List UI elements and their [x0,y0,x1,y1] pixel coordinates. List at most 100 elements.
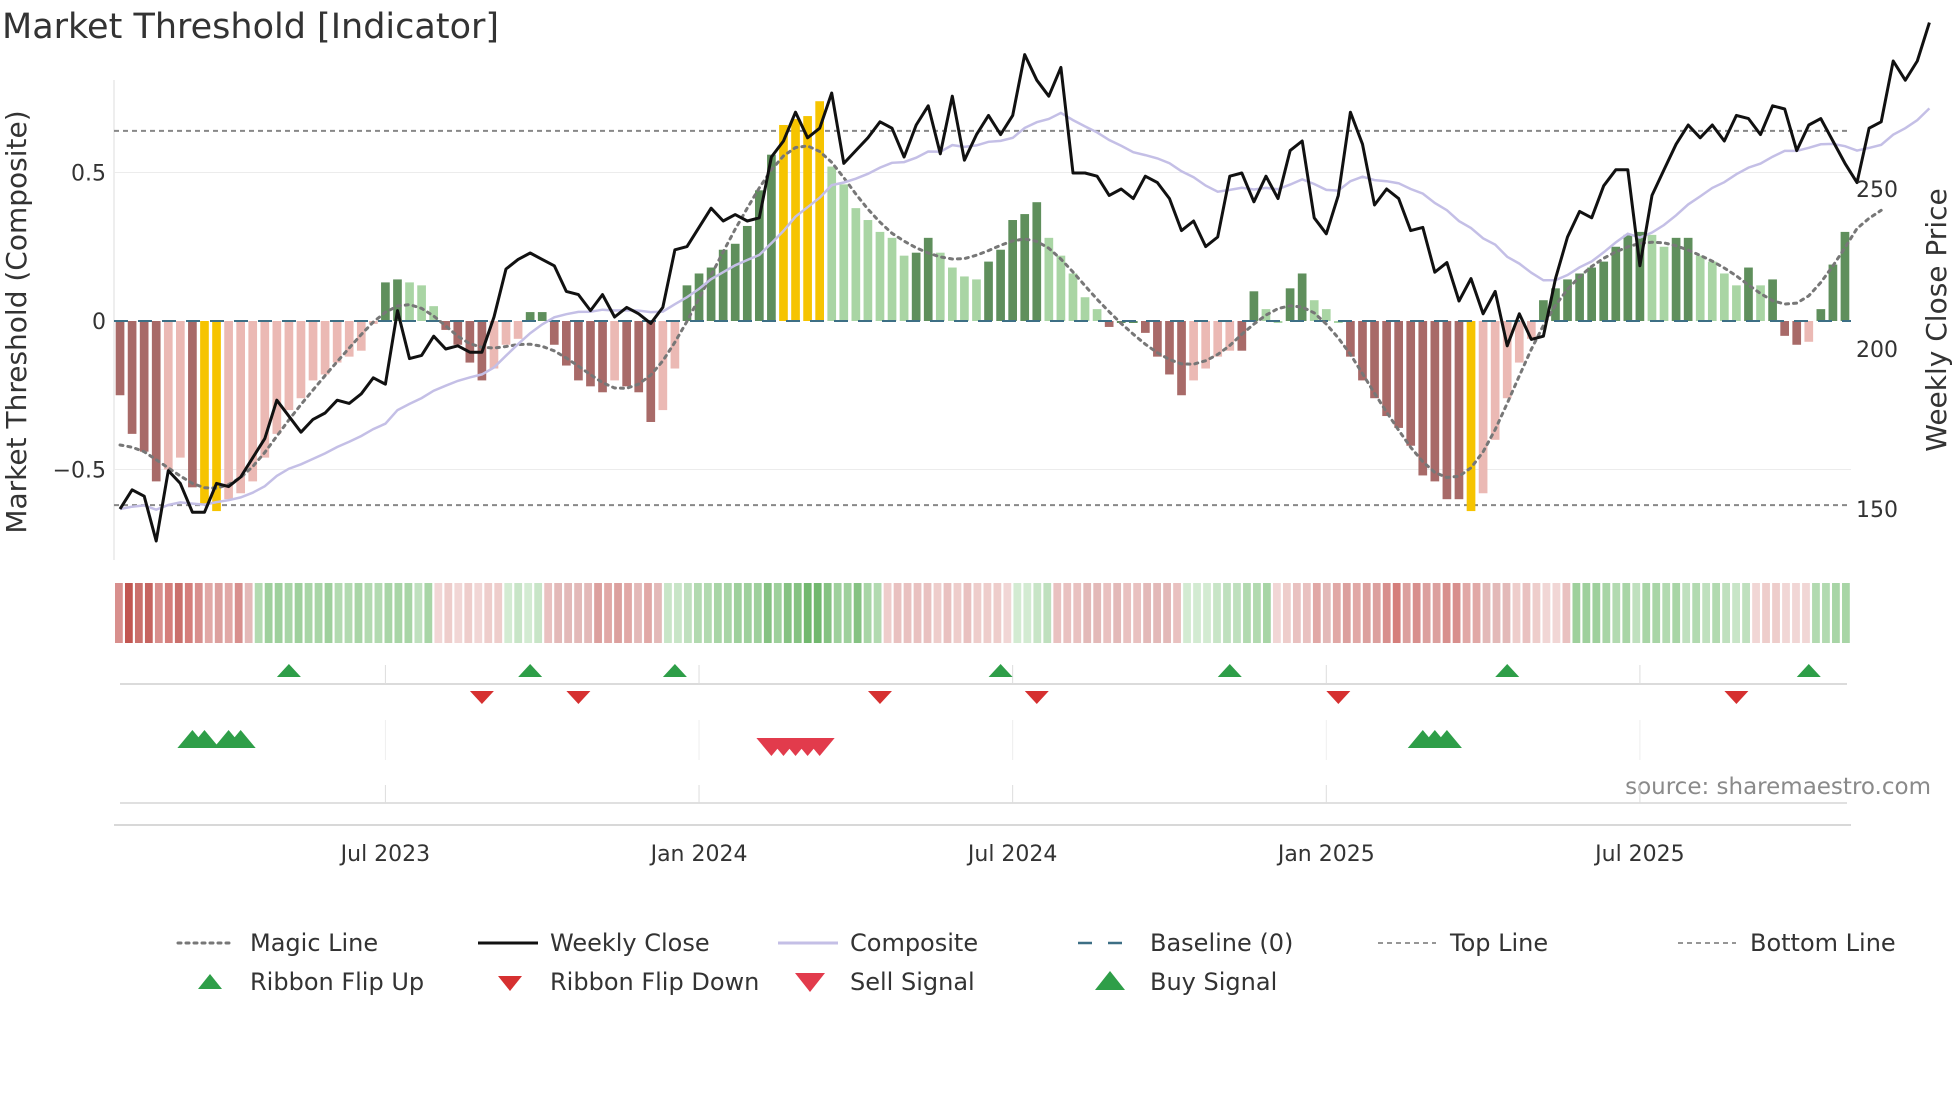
composite-bar [610,321,619,381]
composite-bar [212,321,221,512]
legend-label: Sell Signal [850,968,975,996]
x-tick-label: Jul 2023 [339,842,431,867]
ribbon-segment [1203,583,1211,643]
signal-markers [114,664,1851,826]
ribbon-segment [274,583,283,643]
composite-bar [381,282,390,321]
ribbon-segment [983,583,992,643]
composite-bar [537,312,547,321]
ribbon-flip-down-marker [1326,691,1351,704]
ribbon-segment [464,583,473,643]
composite-bar [1756,285,1765,321]
ribbon-segment [913,583,922,643]
ribbon-segment [903,583,912,643]
ribbon-segment [1362,583,1371,643]
composite-bar [453,321,463,345]
composite-bar [984,261,993,321]
composite-bar [1249,291,1259,321]
ribbon-segment [1792,583,1800,643]
composite-bar [1008,220,1017,321]
ribbon-segment [674,583,682,643]
ribbon-segment [993,583,1002,643]
composite-bar [1225,321,1235,351]
ribbon-segment [1752,583,1760,643]
composite-bar [1695,255,1705,321]
ribbon-segment [194,583,203,643]
composite-bar [1611,246,1621,321]
ribbon-segment [1462,583,1471,643]
composite-bar [1792,321,1802,345]
composite-bar [1382,321,1391,417]
composite-bar [1297,273,1307,321]
composite-bar [767,154,776,321]
ribbon-segment [1213,583,1221,643]
composite-bar [562,321,571,366]
composite-bar [863,220,873,321]
ribbon-segment [1612,583,1621,643]
legend-item: Sell Signal [795,968,975,996]
composite-bar [272,321,282,434]
composite-bar [875,231,885,321]
ribbon-segment [1552,583,1561,643]
ribbon-segment [484,583,493,643]
composite-bars [115,101,1850,512]
legend-item: Top Line [1378,929,1548,957]
ribbon-segment [1173,583,1181,643]
ribbon-segment [803,583,812,643]
composite-bar [1804,321,1814,342]
composite-bar [344,321,354,357]
ribbon-segment [1532,583,1541,643]
ribbon-segment [1582,583,1591,643]
composite-bar [574,321,583,381]
legend-item: Ribbon Flip Up [198,968,424,996]
ribbon-segment [813,583,822,643]
ribbon-segment [574,583,582,643]
ribbon-segment [634,583,642,643]
composite-bar [1177,321,1186,396]
composite-bar [513,321,523,339]
ribbon-segment [264,583,273,643]
ribbon-segment [833,583,842,643]
ribbon-segment [1452,583,1461,643]
ribbon-segment [384,583,393,643]
composite-bar [1744,267,1753,321]
ribbon-segment [953,583,962,643]
ribbon-segment [364,583,373,643]
composite-bar [1466,321,1476,512]
composite-bar [803,116,812,321]
ribbon-segment [214,583,223,643]
ribbon-segment [554,583,563,643]
composite-bar [646,321,656,422]
composite-bar [332,321,342,363]
legend-label: Bottom Line [1750,929,1896,957]
ribbon-segment [1392,583,1401,643]
composite-bar [1044,237,1054,321]
ribbon-segment [1442,583,1451,643]
ribbon-segment [1782,583,1790,643]
ribbon-segment [1432,583,1441,643]
composite-bar [1671,237,1681,321]
composite-bar [851,208,861,321]
ribbon-flip-down-marker [1024,691,1049,704]
composite-bar [417,285,426,321]
ribbon-segment [1043,583,1052,643]
ribbon-segment [1292,583,1301,643]
ribbon-segment [1602,583,1611,643]
ribbon-segment [773,583,782,643]
composite-bar [923,237,933,321]
composite-bar [827,166,837,321]
ribbon-segment [164,583,173,643]
ribbon-segment [1083,583,1092,643]
ribbon-segment [1492,583,1501,643]
composite-bar [730,243,740,321]
weekly-close-line [118,22,1931,543]
ribbon-strip [115,583,1850,643]
ribbon-segment [1253,583,1261,643]
x-tick-label: Jan 2024 [649,842,748,867]
composite-bar [1720,273,1729,321]
ribbon-flip-up-marker [662,664,687,677]
ribbon-segment [504,583,513,643]
composite-bar [1563,279,1572,321]
ribbon-segment [1143,583,1152,643]
ribbon-segment [1163,583,1171,643]
